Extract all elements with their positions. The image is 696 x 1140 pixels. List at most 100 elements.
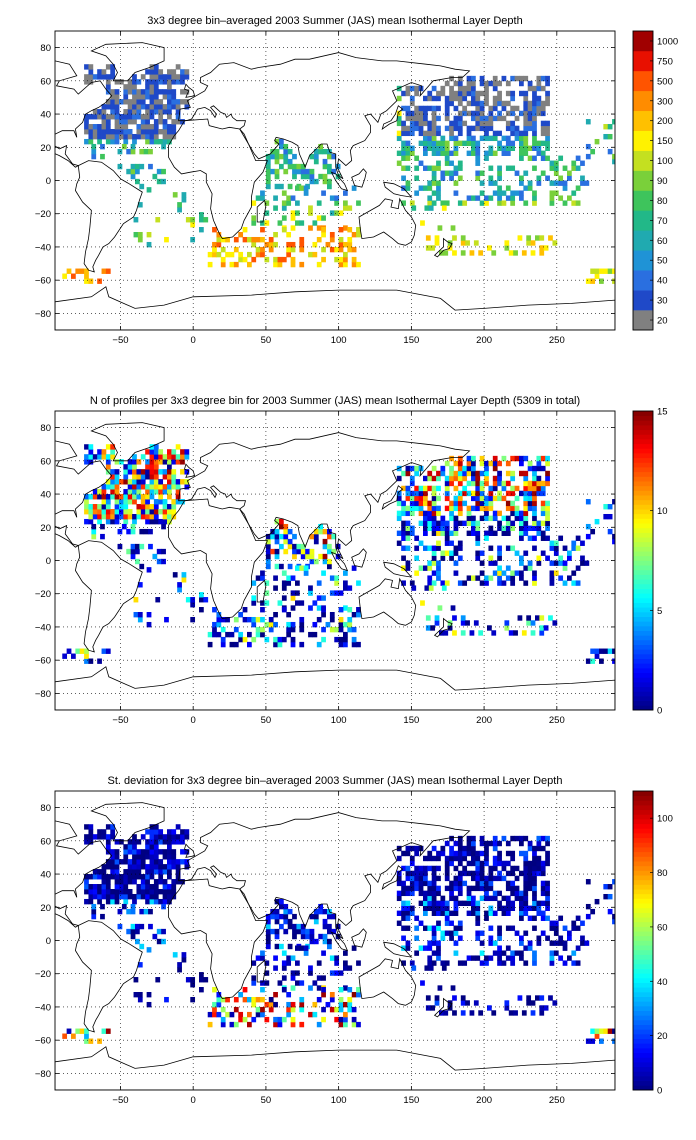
bin-cell — [401, 120, 406, 127]
bin-cell — [140, 94, 146, 100]
bin-cell — [242, 227, 248, 233]
bin-cell — [553, 560, 559, 566]
y-tick-label: −20 — [35, 969, 51, 980]
bin-cell — [612, 158, 615, 165]
bin-cell — [492, 950, 498, 956]
bin-cell — [123, 898, 129, 905]
bin-cell — [484, 135, 489, 142]
bin-cell — [338, 996, 344, 1003]
bin-cell — [123, 469, 129, 475]
bin-cell — [475, 110, 481, 117]
bin-cell — [110, 138, 116, 145]
bin-cell — [449, 835, 454, 842]
bin-cell — [475, 915, 481, 921]
bin-cell — [286, 195, 292, 201]
bin-cell — [532, 165, 537, 171]
bin-cell — [153, 69, 159, 75]
bin-cell — [475, 865, 481, 872]
bin-cell — [327, 533, 332, 540]
bin-cell — [84, 504, 89, 510]
bin-cell — [523, 890, 529, 897]
bin-cell — [162, 509, 168, 515]
bin-cell — [409, 525, 415, 531]
bin-cell — [313, 913, 319, 920]
bin-cell — [475, 860, 481, 867]
bin-cell — [471, 95, 476, 102]
x-tick-label: 0 — [191, 335, 196, 346]
bin-cell — [431, 910, 437, 916]
bin-cell — [405, 940, 411, 946]
bin-cell — [97, 114, 102, 120]
bin-cell — [488, 525, 494, 531]
bin-cell — [274, 943, 280, 950]
bin-cell — [140, 504, 146, 510]
bin-cell — [91, 523, 97, 530]
bin-cell — [114, 864, 120, 870]
bin-cell — [501, 960, 507, 966]
bin-cell — [329, 195, 335, 201]
coastline — [55, 1046, 615, 1090]
x-tick-label: 0 — [191, 1095, 196, 1106]
bin-cell — [449, 885, 454, 892]
colorbar-tick-label: 100 — [657, 814, 673, 825]
bin-cell — [484, 895, 489, 902]
bin-cell — [436, 950, 441, 956]
bin-cell — [167, 69, 172, 75]
bin-cell — [180, 479, 185, 485]
bin-cell — [532, 915, 537, 921]
bin-cell — [539, 615, 545, 621]
bin-cell — [101, 449, 107, 455]
bin-cell — [484, 580, 489, 586]
bin-cell — [283, 143, 289, 150]
bin-cell — [457, 80, 463, 87]
bin-cell — [457, 555, 463, 561]
bin-cell — [505, 565, 511, 571]
bin-cell — [513, 630, 518, 636]
bin-cell — [471, 955, 476, 961]
bin-cell — [149, 459, 155, 465]
colorbar-segment — [633, 649, 653, 655]
bin-cell — [265, 533, 271, 540]
bin-cell — [334, 210, 340, 216]
bin-cell — [532, 580, 537, 586]
bin-cell — [527, 480, 533, 487]
bin-cell — [527, 115, 533, 122]
bin-cell — [130, 928, 136, 935]
bin-cell — [148, 908, 153, 915]
bin-cell — [233, 1006, 239, 1013]
bin-cell — [101, 834, 107, 840]
bin-cell — [105, 79, 111, 85]
bin-cell — [457, 855, 463, 862]
bin-cell — [180, 459, 185, 465]
bin-cell — [431, 855, 437, 862]
bin-cell — [501, 480, 507, 487]
bin-cell — [540, 75, 546, 82]
bin-cell — [175, 64, 181, 70]
bin-cell — [190, 217, 196, 223]
bin-cell — [449, 150, 454, 156]
bin-cell — [97, 1038, 102, 1044]
bin-cell — [453, 560, 459, 566]
coastline — [168, 878, 268, 1000]
x-tick-label: −50 — [112, 715, 128, 726]
bin-cell — [488, 940, 494, 946]
bin-cell — [462, 110, 468, 117]
bin-cell — [175, 869, 181, 875]
bin-cell — [238, 611, 244, 618]
bin-cell — [484, 855, 489, 862]
bin-cell — [135, 543, 140, 550]
bin-cell — [156, 168, 162, 175]
bin-cell — [453, 95, 459, 102]
bin-cell — [255, 631, 261, 638]
bin-cell — [414, 90, 420, 97]
bin-cell — [466, 840, 472, 847]
bin-cell — [549, 920, 555, 926]
bin-cell — [543, 625, 549, 631]
bin-cell — [492, 560, 498, 566]
bin-cell — [431, 465, 437, 472]
bin-cell — [436, 475, 441, 482]
bin-cell — [428, 205, 434, 211]
bin-cell — [479, 505, 485, 512]
bin-cell — [149, 454, 155, 460]
bin-cell — [427, 855, 433, 862]
